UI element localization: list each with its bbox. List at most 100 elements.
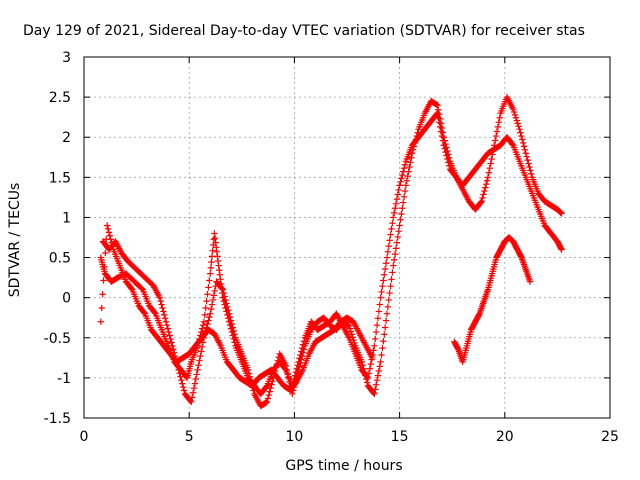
data-point: [445, 154, 453, 162]
data-point: [406, 163, 413, 171]
data-point: [391, 250, 399, 258]
data-point: [299, 352, 306, 360]
data-point: [100, 277, 107, 284]
data-point: [479, 194, 486, 202]
data-point: [519, 139, 527, 147]
data-point: [511, 111, 519, 119]
data-point: [214, 257, 222, 265]
data-point: [189, 389, 197, 396]
data-point: [206, 313, 213, 321]
data-point: [374, 372, 382, 379]
data-point: [380, 338, 387, 345]
data-point: [198, 348, 205, 355]
data-point: [360, 365, 367, 372]
data-point: [225, 310, 233, 317]
data-point: [434, 101, 441, 109]
data-point: [482, 181, 490, 188]
data-point: [408, 154, 415, 162]
data-point: [202, 304, 209, 312]
data-point: [286, 378, 293, 386]
data-point: [208, 258, 215, 266]
data-point: [102, 249, 109, 257]
data-point: [439, 129, 447, 136]
data-point: [398, 210, 405, 218]
data-point: [370, 389, 377, 396]
data-point: [383, 310, 391, 317]
data-point: [442, 140, 449, 148]
data-point: [375, 367, 383, 375]
data-point: [371, 390, 378, 398]
data-point: [372, 328, 380, 336]
data-point: [435, 106, 442, 113]
data-point: [363, 379, 371, 386]
data-point: [346, 325, 354, 332]
data-point: [210, 292, 218, 299]
data-point: [390, 214, 397, 221]
data-point: [401, 187, 409, 195]
x-tick-label: 10: [285, 429, 303, 445]
data-point: [390, 256, 398, 264]
data-point: [366, 365, 374, 372]
data-point: [358, 358, 365, 366]
data-point: [488, 155, 495, 163]
data-point: [272, 364, 280, 371]
data-point: [351, 339, 358, 347]
data-point: [211, 234, 219, 242]
x-axis-label: GPS time / hours: [285, 458, 402, 474]
data-point: [229, 324, 236, 331]
data-point: [405, 168, 412, 175]
data-point: [392, 200, 400, 207]
data-point: [220, 289, 227, 297]
data-point: [390, 262, 397, 269]
data-point: [160, 308, 167, 315]
data-point: [524, 156, 531, 164]
data-point: [414, 129, 421, 136]
x-tick-label: 20: [496, 429, 514, 445]
data-point: [223, 300, 230, 307]
data-point: [399, 171, 406, 179]
data-point: [437, 120, 445, 127]
data-point: [198, 325, 206, 332]
data-point: [273, 360, 281, 368]
data-point: [398, 175, 405, 182]
data-point: [515, 123, 522, 130]
plot-frame: [83, 56, 611, 419]
data-point: [99, 291, 106, 298]
data-point: [203, 297, 210, 305]
data-point: [104, 225, 112, 233]
data-point: [298, 356, 305, 363]
data-point: [268, 381, 275, 388]
data-point: [557, 245, 565, 252]
data-point: [213, 248, 221, 256]
data-point: [388, 276, 395, 283]
data-point: [179, 383, 187, 391]
data-point: [162, 318, 170, 325]
data-point: [382, 260, 390, 267]
data-point: [396, 222, 403, 229]
data-point: [373, 321, 381, 329]
data-point: [166, 332, 173, 339]
data-point: [386, 237, 393, 244]
data-point: [528, 170, 535, 178]
data-point: [382, 317, 390, 324]
data-point: [372, 386, 379, 393]
data-point: [299, 349, 307, 356]
data-point: [285, 374, 292, 382]
data-point: [384, 303, 392, 311]
y-tick-label: 0.5: [49, 251, 71, 267]
data-point: [477, 199, 484, 206]
data-point: [385, 296, 392, 304]
data-point: [151, 309, 158, 316]
data-point: [208, 301, 216, 308]
data-point: [510, 105, 517, 113]
data-point: [445, 151, 452, 158]
data-point: [263, 398, 271, 406]
data-point: [225, 307, 232, 314]
data-point: [402, 182, 410, 189]
data-point: [558, 210, 565, 217]
y-tick-label: 1: [62, 210, 71, 226]
x-tick-label: 15: [391, 429, 409, 445]
data-point: [245, 370, 253, 377]
data-point: [379, 344, 386, 352]
